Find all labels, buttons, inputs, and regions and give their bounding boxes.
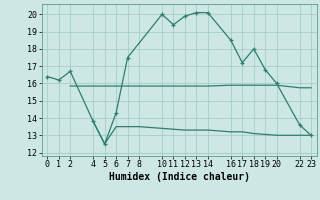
X-axis label: Humidex (Indice chaleur): Humidex (Indice chaleur): [109, 172, 250, 182]
